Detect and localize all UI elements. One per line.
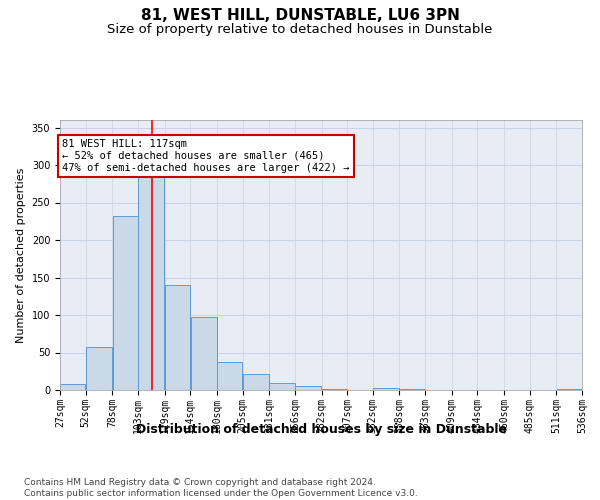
Bar: [322, 388, 347, 390]
Bar: [243, 374, 269, 390]
Bar: [217, 362, 242, 390]
Bar: [295, 386, 321, 390]
Bar: [138, 172, 164, 390]
Bar: [165, 285, 190, 390]
Bar: [373, 388, 399, 390]
Y-axis label: Number of detached properties: Number of detached properties: [16, 168, 26, 342]
Bar: [557, 388, 582, 390]
Bar: [86, 347, 112, 390]
Text: Distribution of detached houses by size in Dunstable: Distribution of detached houses by size …: [136, 422, 506, 436]
Bar: [191, 316, 217, 390]
Bar: [400, 388, 425, 390]
Bar: [60, 384, 85, 390]
Bar: [113, 216, 137, 390]
Text: Size of property relative to detached houses in Dunstable: Size of property relative to detached ho…: [107, 22, 493, 36]
Text: 81, WEST HILL, DUNSTABLE, LU6 3PN: 81, WEST HILL, DUNSTABLE, LU6 3PN: [140, 8, 460, 22]
Text: Contains HM Land Registry data © Crown copyright and database right 2024.
Contai: Contains HM Land Registry data © Crown c…: [24, 478, 418, 498]
Bar: [269, 382, 295, 390]
Text: 81 WEST HILL: 117sqm
← 52% of detached houses are smaller (465)
47% of semi-deta: 81 WEST HILL: 117sqm ← 52% of detached h…: [62, 140, 350, 172]
